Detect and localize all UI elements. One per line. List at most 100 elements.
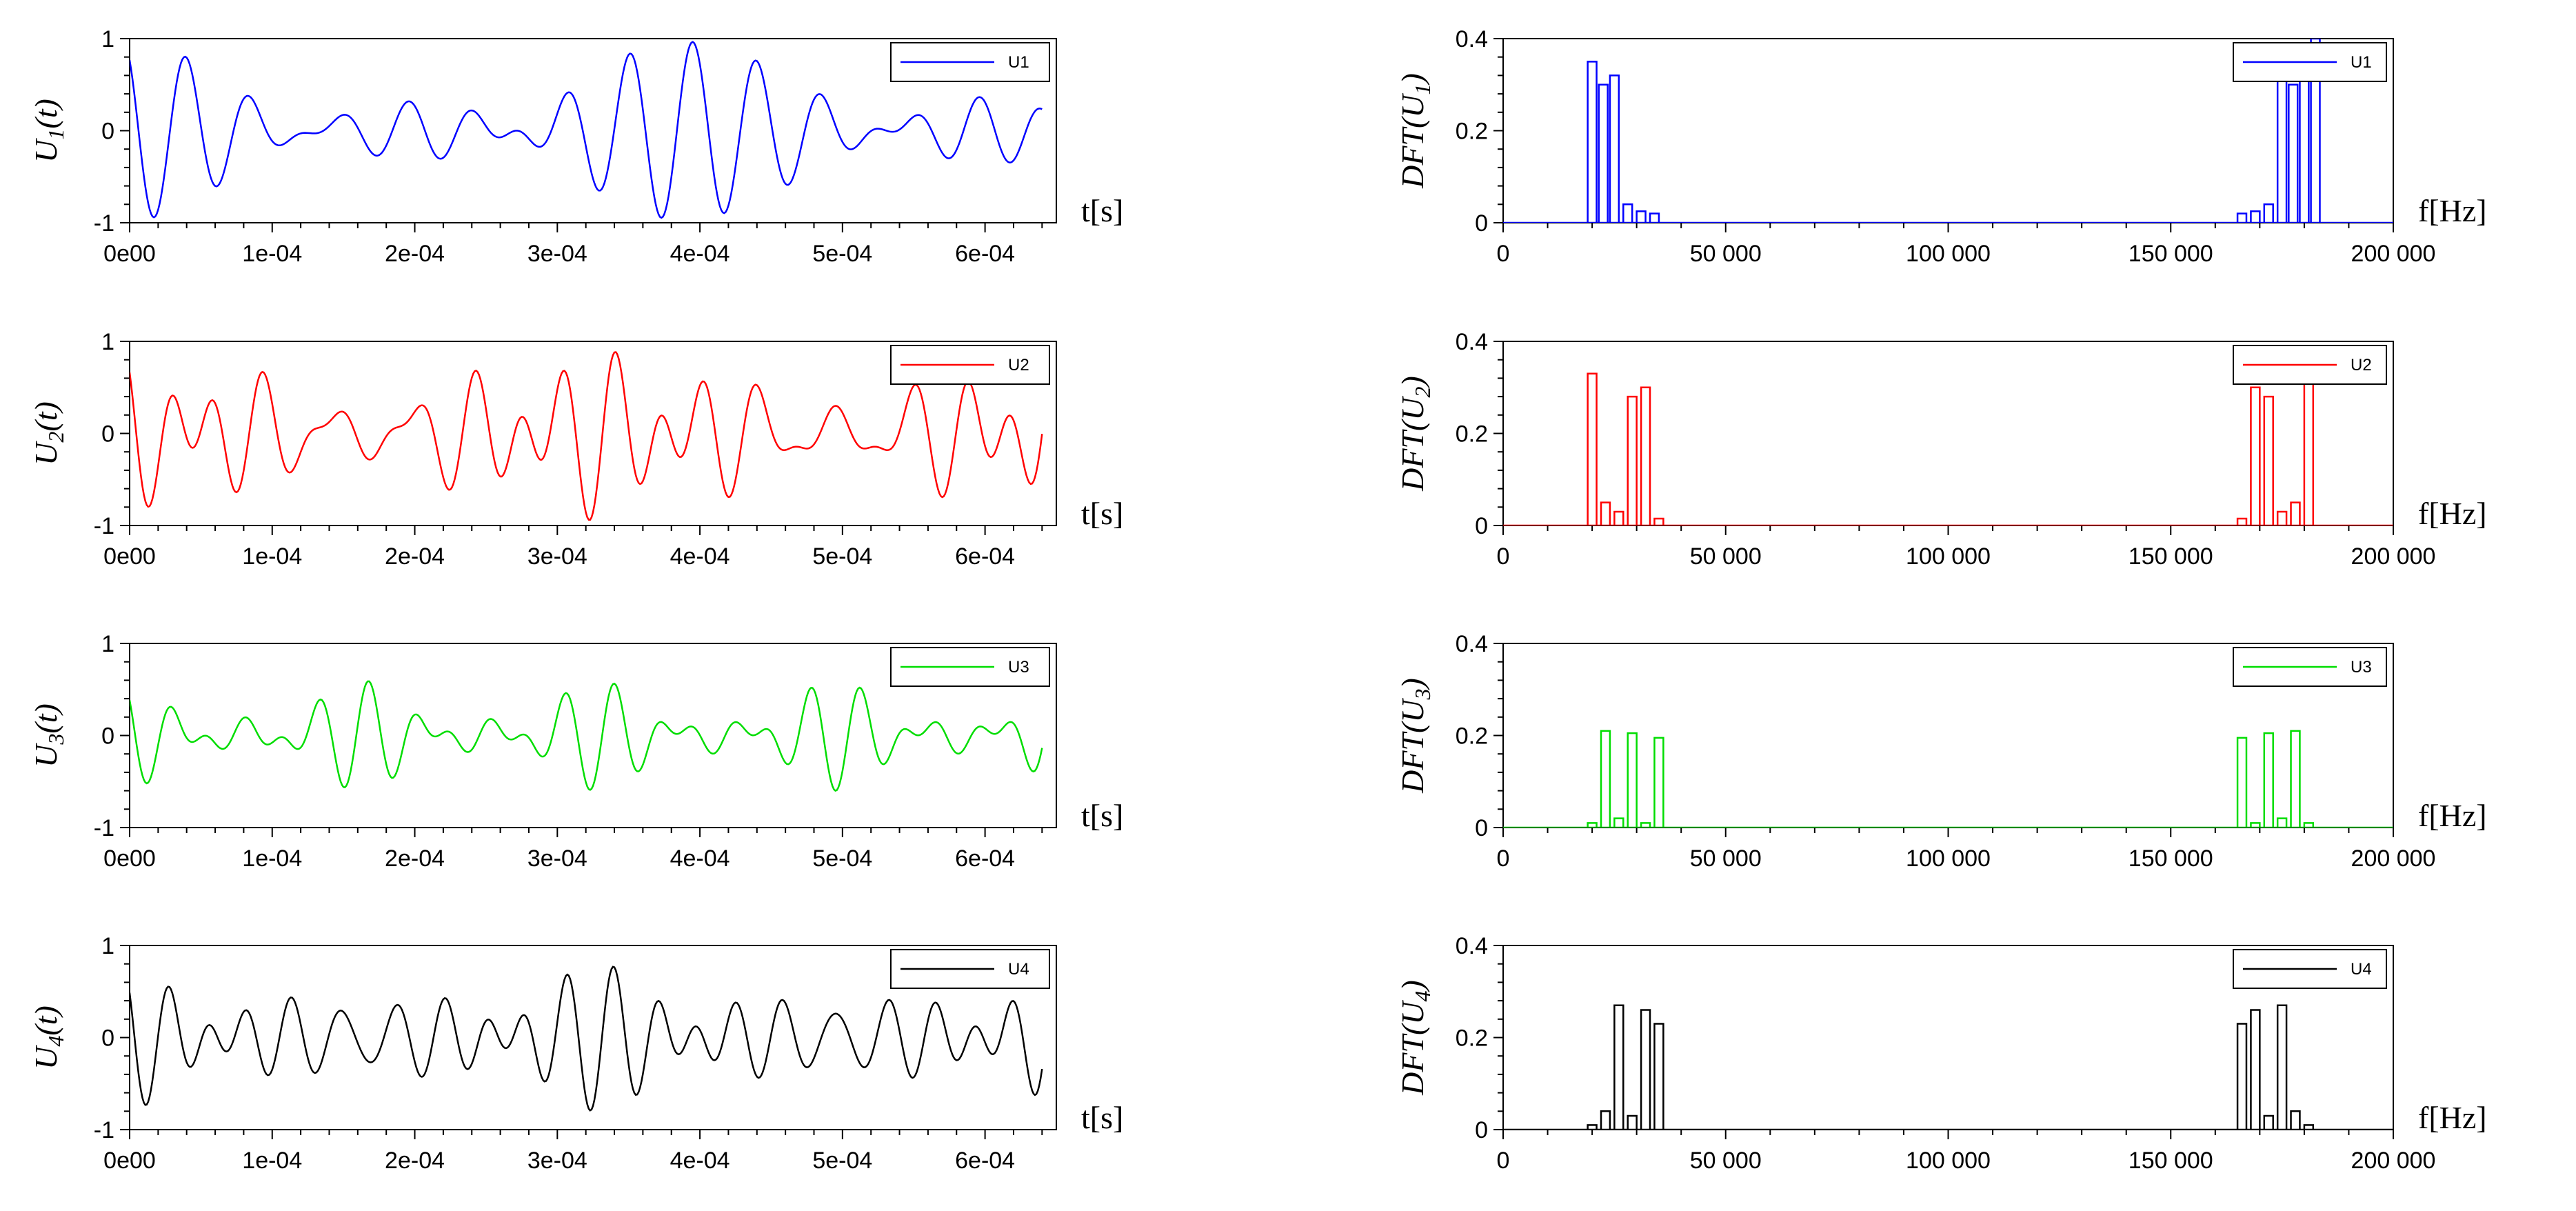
x-tick-label: 100 000 [1906,1148,1991,1174]
x-tick-label: 200 000 [2351,241,2436,267]
x-tick-label: 100 000 [1906,845,1991,872]
spectrum-bar [2250,210,2261,223]
legend: U1 [890,42,1050,82]
plot-area [1503,1004,2393,1130]
x-axis-label: f[Hz] [2418,798,2487,833]
spectrum-bar [2303,372,2315,526]
legend: U4 [2233,949,2387,989]
legend-label: U2 [1008,356,1029,374]
y-tick-label: 0.2 [1456,723,1488,750]
spectrum-bar [1653,737,1664,828]
spectrum-bar [1613,817,1624,828]
spectrum-bar [1613,510,1624,526]
x-tick-label: 2e-04 [385,1148,445,1174]
x-tick-label: 6e-04 [955,241,1015,267]
x-tick-label: 6e-04 [955,1148,1015,1174]
signal-line-u3 [130,680,1043,792]
x-tick-label: 0e00 [103,543,156,570]
y-axis-label-main: DFT(U [1395,1000,1430,1096]
signal-line-u4 [130,965,1043,1112]
x-tick-label: 150 000 [2129,845,2213,872]
legend: U1 [2233,42,2387,82]
spectrum-bar [2236,1023,2248,1130]
spectrum-bar [1600,730,1611,828]
y-axis-label-subscript: 3 [1410,688,1435,700]
legend: U3 [890,647,1050,687]
y-tick-label: 0 [101,119,114,145]
x-tick-label: 5e-04 [812,1148,872,1174]
x-tick-label: 4e-04 [670,1148,730,1174]
x-tick-label: 0e00 [103,1148,156,1174]
x-tick-label: 2e-04 [385,845,445,872]
y-tick-label: 0.4 [1456,329,1488,355]
y-tick-label: 0.4 [1456,631,1488,657]
y-tick-label: 0.2 [1456,421,1488,448]
y-axis-label-main: U [28,138,63,163]
spectrum-bar [2276,817,2288,828]
x-tick-label: 50 000 [1690,845,1762,872]
x-axis-label: f[Hz] [2418,193,2487,228]
y-axis-label-arg: ) [1395,678,1430,690]
x-tick-label: 3e-04 [527,845,587,872]
spectrum-bar [2236,212,2248,223]
x-tick-label: 150 000 [2129,241,2213,267]
time-panel-u4: 0e00 1e-04 2e-04 3e-04 4e-04 5e-04 6e-04 -1 0 1 U4… [28,933,1123,1174]
spectrum-bar [2250,386,2261,526]
x-tick-label: 0 [1497,543,1510,570]
y-tick-label: -1 [94,815,114,841]
spectrum-bar [2276,74,2288,223]
y-axis-label-main: U [28,743,63,768]
spectrum-bar [2288,83,2299,223]
x-tick-label: 1e-04 [242,1148,302,1174]
spectrum-bar [1613,1004,1624,1130]
plot-area [1503,372,2393,526]
y-tick-label: 0.4 [1456,933,1488,959]
y-axis-label: U4(t) [28,1005,68,1070]
legend: U2 [890,345,1050,385]
dft-panel-dft3: 0 50 000 100 000 150 000 200 000 0 0.2 0.4 DFT(U… [1395,631,2487,872]
x-axis-label: t[s] [1081,1100,1123,1135]
y-tick-label: -1 [94,1117,114,1143]
dft-panel-dft2: 0 50 000 100 000 150 000 200 000 0 0.2 0.4 DFT(U… [1395,329,2487,570]
x-tick-label: 150 000 [2129,543,2213,570]
spectrum-bar [1622,203,1633,223]
y-axis-label-main: U [28,1045,63,1070]
y-axis-label-arg: ) [1395,980,1430,992]
x-tick-label: 6e-04 [955,543,1015,570]
legend-label: U3 [2351,658,2372,677]
spectrum-bar [1587,822,1598,828]
x-tick-label: 200 000 [2351,1148,2436,1174]
y-axis-label: U1(t) [28,99,68,163]
y-axis-label-main: DFT(U [1395,396,1430,492]
x-tick-label: 1e-04 [242,241,302,267]
y-tick-label: 0.2 [1456,119,1488,145]
spectrum-bar [2263,732,2274,828]
spectrum-bar [2236,517,2248,526]
x-tick-label: 0e00 [103,845,156,872]
x-tick-label: 1e-04 [242,543,302,570]
x-tick-label: 50 000 [1690,543,1762,570]
x-axis-label: t[s] [1081,496,1123,531]
spectrum-bar [2250,1009,2261,1130]
legend: U4 [890,949,1050,989]
spectrum-bar [2276,1004,2288,1130]
y-tick-label: -1 [94,210,114,237]
x-tick-label: 4e-04 [670,845,730,872]
y-axis-label-main: DFT(U [1395,698,1430,794]
y-axis-label-subscript: 4 [43,1036,68,1047]
spectrum-bar [1627,732,1638,828]
spectrum-bar [1600,501,1611,526]
y-tick-label: 0 [1475,815,1488,841]
legend-label: U1 [2351,53,2372,72]
x-tick-label: 100 000 [1906,241,1991,267]
time-panel-u2: 0e00 1e-04 2e-04 3e-04 4e-04 5e-04 6e-04 -1 0 1 U2… [28,329,1123,570]
time-panel-u3: 0e00 1e-04 2e-04 3e-04 4e-04 5e-04 6e-04 -1 0 1 U3… [28,631,1123,872]
spectrum-bar [1587,1124,1598,1130]
x-tick-label: 50 000 [1690,241,1762,267]
x-tick-label: 3e-04 [527,543,587,570]
x-tick-label: 150 000 [2129,1148,2213,1174]
signal-line-u2 [130,351,1043,521]
plot-area [130,680,1043,792]
y-tick-label: 0 [1475,210,1488,237]
